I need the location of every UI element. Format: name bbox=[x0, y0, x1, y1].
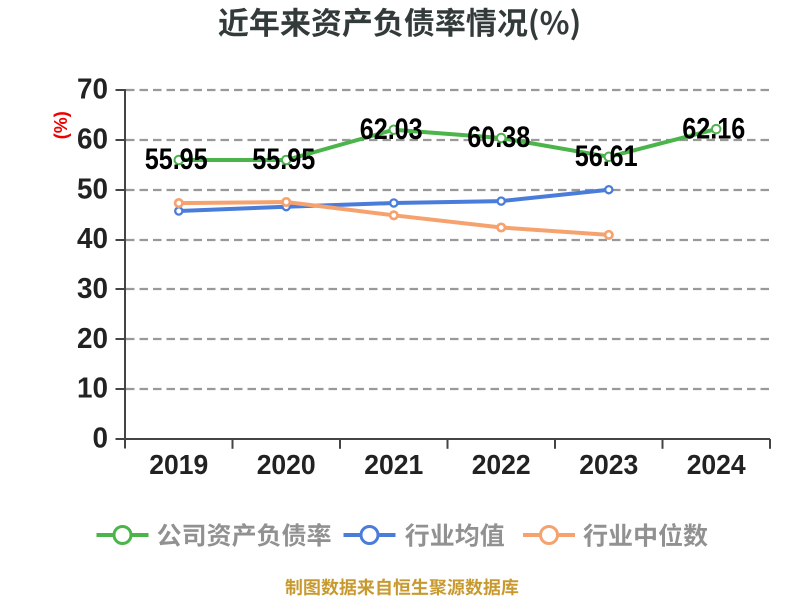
svg-text:60: 60 bbox=[77, 124, 108, 156]
svg-text:62.03: 62.03 bbox=[360, 113, 423, 146]
svg-text:20: 20 bbox=[77, 323, 108, 355]
svg-text:55.95: 55.95 bbox=[145, 143, 208, 176]
svg-text:2021: 2021 bbox=[364, 449, 423, 480]
svg-text:40: 40 bbox=[77, 223, 108, 255]
svg-text:70: 70 bbox=[77, 74, 108, 106]
svg-text:2020: 2020 bbox=[257, 449, 316, 480]
svg-text:(%): (%) bbox=[51, 111, 71, 139]
svg-text:50: 50 bbox=[77, 173, 108, 205]
svg-text:2022: 2022 bbox=[472, 449, 531, 480]
svg-text:56.61: 56.61 bbox=[575, 140, 638, 173]
svg-text:30: 30 bbox=[77, 273, 108, 305]
svg-text:55.95: 55.95 bbox=[252, 143, 315, 176]
svg-text:62.16: 62.16 bbox=[682, 112, 745, 145]
svg-text:0: 0 bbox=[93, 423, 109, 455]
svg-text:2019: 2019 bbox=[149, 449, 208, 480]
svg-text:10: 10 bbox=[77, 373, 108, 405]
svg-text:2023: 2023 bbox=[579, 449, 638, 480]
svg-text:2024: 2024 bbox=[687, 449, 746, 480]
svg-text:60.38: 60.38 bbox=[467, 121, 530, 154]
